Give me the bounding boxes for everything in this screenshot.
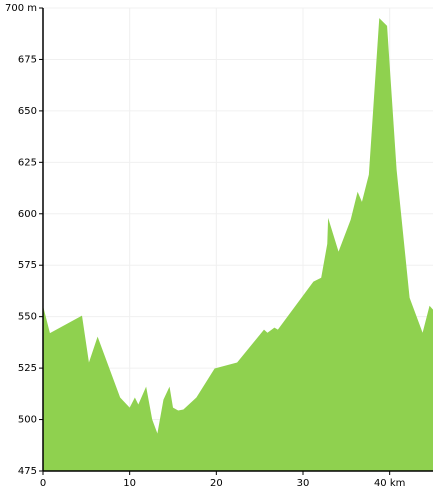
y-tick-label: 700 m — [5, 3, 37, 14]
x-tick-label: 10 — [123, 478, 136, 489]
y-tick-label: 475 — [18, 466, 37, 477]
x-tick-label: 0 — [40, 478, 46, 489]
y-tick-label: 675 — [18, 54, 37, 65]
y-tick-label: 600 — [18, 209, 37, 220]
y-tick-label: 625 — [18, 157, 37, 168]
y-tick-label: 525 — [18, 363, 37, 374]
y-tick-label: 575 — [18, 260, 37, 271]
elevation-area — [43, 18, 433, 472]
y-tick-label: 500 — [18, 415, 37, 426]
x-tick-label: 30 — [297, 478, 310, 489]
y-tick-label: 650 — [18, 106, 37, 117]
y-tick-label: 550 — [18, 312, 37, 323]
x-tick-label: 40 km — [374, 478, 405, 489]
x-tick-label: 20 — [210, 478, 223, 489]
